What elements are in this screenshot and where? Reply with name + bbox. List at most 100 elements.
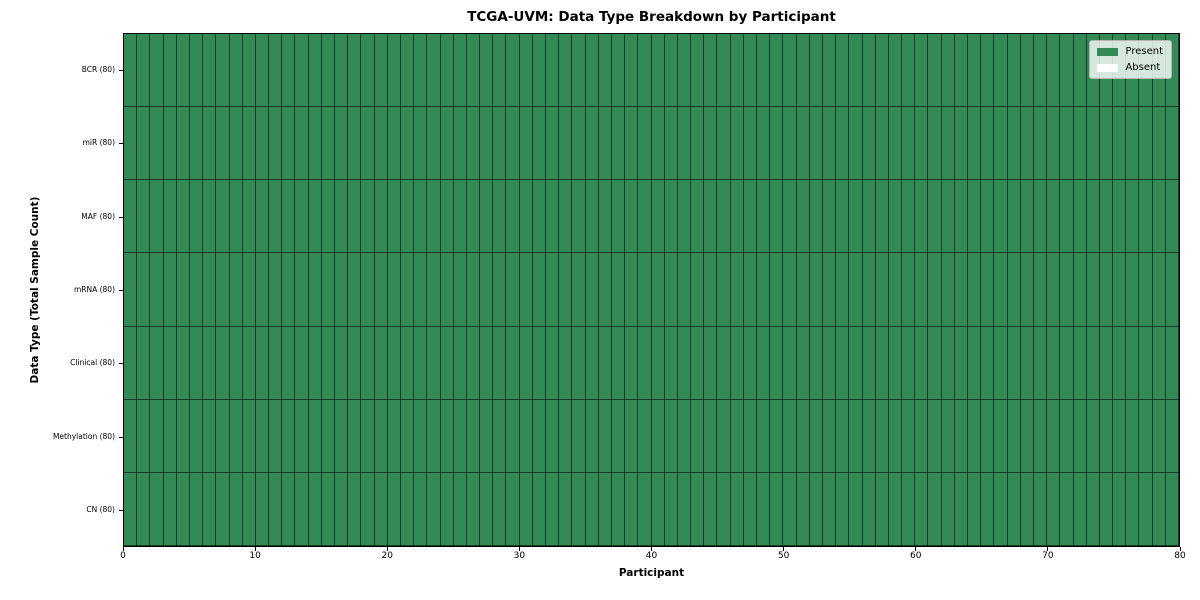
heatmap-cell — [414, 180, 428, 254]
heatmap-cell — [348, 107, 362, 181]
heatmap-cell — [466, 180, 481, 254]
heatmap-cell — [493, 399, 507, 473]
heatmap-cell — [875, 107, 889, 181]
heatmap-cell — [453, 180, 467, 254]
heatmap-cell — [242, 253, 256, 327]
heatmap-cell — [941, 399, 955, 473]
heatmap-cell — [730, 107, 744, 181]
heatmap-cell — [598, 180, 612, 254]
heatmap-cell — [282, 107, 296, 181]
heatmap-cell — [466, 253, 481, 327]
heatmap-cell — [730, 34, 744, 108]
heatmap-cell — [1139, 107, 1153, 181]
heatmap-cell — [124, 326, 138, 400]
heatmap-cell — [1033, 472, 1048, 546]
heatmap-cell — [1073, 326, 1087, 400]
heatmap-cell — [611, 253, 626, 327]
heatmap-cell — [163, 399, 177, 473]
heatmap-cell — [875, 34, 889, 108]
heatmap-cell — [1152, 180, 1166, 254]
heatmap-cell — [598, 34, 612, 108]
heatmap-cell — [532, 34, 546, 108]
heatmap-cell — [255, 472, 270, 546]
heatmap-cell — [466, 326, 481, 400]
heatmap-cell — [335, 253, 349, 327]
heatmap-cell — [546, 180, 560, 254]
heatmap-cell — [532, 326, 546, 400]
heatmap-cell — [836, 399, 850, 473]
heatmap-cell — [677, 107, 692, 181]
heatmap-cell — [176, 180, 190, 254]
heatmap-cell — [730, 180, 744, 254]
heatmap-cell — [862, 326, 876, 400]
heatmap-cell — [308, 326, 322, 400]
heatmap-cell — [783, 107, 797, 181]
heatmap-cell — [664, 107, 678, 181]
heatmap-cell — [150, 107, 164, 181]
heatmap-cell — [651, 472, 665, 546]
heatmap-cell — [440, 399, 454, 473]
heatmap-cell — [216, 253, 230, 327]
heatmap-cell — [414, 326, 428, 400]
heatmap-cell — [229, 180, 243, 254]
heatmap-cell — [1152, 472, 1166, 546]
heatmap-cell — [598, 326, 612, 400]
heatmap-cell — [981, 399, 995, 473]
heatmap-cell — [124, 107, 138, 181]
heatmap-cell — [348, 399, 362, 473]
heatmap-cell — [770, 399, 784, 473]
heatmap-cell — [757, 326, 771, 400]
heatmap-cell — [480, 107, 494, 181]
heatmap-cell — [809, 253, 823, 327]
heatmap-cell — [1152, 326, 1166, 400]
heatmap-cell — [875, 253, 889, 327]
heatmap-cell — [862, 180, 876, 254]
heatmap-cell — [480, 326, 494, 400]
heatmap-cell — [677, 326, 692, 400]
heatmap-cell — [321, 34, 335, 108]
heatmap-cell — [546, 107, 560, 181]
heatmap-cell — [625, 326, 639, 400]
heatmap-cell — [308, 399, 322, 473]
heatmap-cell — [400, 326, 415, 400]
heatmap-cell — [387, 472, 401, 546]
heatmap-cell — [559, 326, 573, 400]
heatmap-cell — [611, 472, 626, 546]
heatmap-cell — [466, 399, 481, 473]
heatmap-cell — [611, 34, 626, 108]
heatmap-cell — [809, 107, 823, 181]
heatmap-cell — [651, 107, 665, 181]
heatmap-cell — [427, 34, 441, 108]
heatmap-cell — [638, 253, 652, 327]
heatmap-cell — [651, 253, 665, 327]
x-tick-label: 20 — [381, 551, 393, 561]
heatmap-cell — [216, 472, 230, 546]
heatmap-cell — [532, 180, 546, 254]
heatmap-cell — [453, 399, 467, 473]
heatmap-cell — [1165, 399, 1179, 473]
heatmap-cell — [849, 253, 863, 327]
heatmap-cell — [137, 180, 151, 254]
heatmap-cell — [137, 253, 151, 327]
heatmap-cell — [506, 34, 520, 108]
heatmap-cell — [902, 472, 916, 546]
heatmap-cell — [348, 472, 362, 546]
heatmap-cell — [189, 107, 204, 181]
heatmap-cell — [242, 399, 256, 473]
heatmap-cell — [638, 399, 652, 473]
heatmap-cell — [585, 472, 599, 546]
heatmap-cell — [282, 472, 296, 546]
heatmap-cell — [1047, 180, 1061, 254]
heatmap-cell — [374, 107, 388, 181]
heatmap-cell — [229, 34, 243, 108]
heatmap-cell — [137, 34, 151, 108]
heatmap-cell — [203, 253, 217, 327]
heatmap-cell — [717, 472, 731, 546]
heatmap-cell — [440, 34, 454, 108]
heatmap-cell — [163, 326, 177, 400]
heatmap-cell — [1165, 472, 1179, 546]
heatmap-cell — [427, 472, 441, 546]
heatmap-cell — [163, 253, 177, 327]
heatmap-cell — [941, 253, 955, 327]
